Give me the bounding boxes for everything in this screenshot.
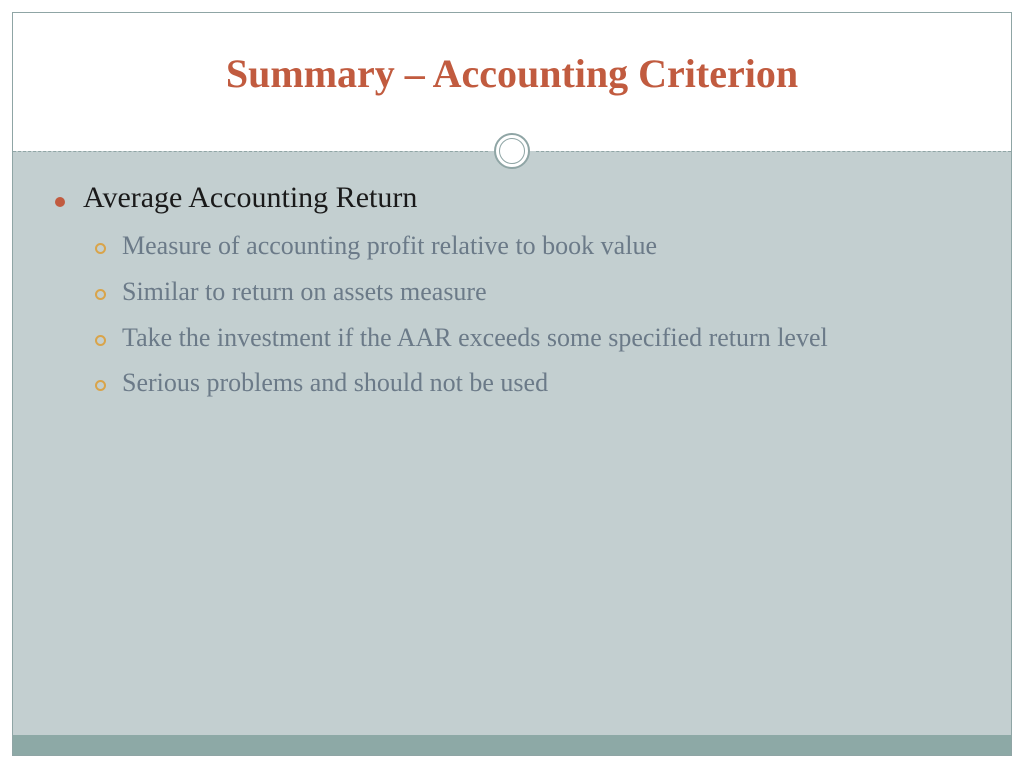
bullet-dot-icon: [55, 197, 65, 207]
sub-bullet-text: Measure of accounting profit relative to…: [122, 229, 657, 263]
sub-bullet: Serious problems and should not be used: [95, 366, 969, 400]
divider-line-right: [536, 151, 1011, 152]
title-area: Summary – Accounting Criterion: [13, 13, 1011, 133]
divider-line-left: [13, 151, 488, 152]
bullet-ring-icon: [95, 289, 106, 300]
main-bullet: Average Accounting Return: [55, 181, 969, 215]
divider: [13, 131, 1011, 171]
bullet-ring-icon: [95, 243, 106, 254]
sub-bullet-list: Measure of accounting profit relative to…: [95, 229, 969, 400]
sub-bullet: Take the investment if the AAR exceeds s…: [95, 321, 969, 355]
sub-bullet-text: Serious problems and should not be used: [122, 366, 548, 400]
main-bullet-text: Average Accounting Return: [83, 181, 417, 215]
slide: Summary – Accounting Criterion Average A…: [12, 12, 1012, 756]
bullet-ring-icon: [95, 335, 106, 346]
content: Average Accounting Return Measure of acc…: [13, 151, 1011, 400]
sub-bullet: Similar to return on assets measure: [95, 275, 969, 309]
slide-title: Summary – Accounting Criterion: [226, 50, 798, 97]
divider-circle-icon: [494, 133, 530, 169]
sub-bullet-text: Take the investment if the AAR exceeds s…: [122, 321, 828, 355]
sub-bullet-text: Similar to return on assets measure: [122, 275, 487, 309]
sub-bullet: Measure of accounting profit relative to…: [95, 229, 969, 263]
body-area: Average Accounting Return Measure of acc…: [13, 151, 1011, 755]
footer-bar: [13, 735, 1011, 755]
bullet-ring-icon: [95, 380, 106, 391]
